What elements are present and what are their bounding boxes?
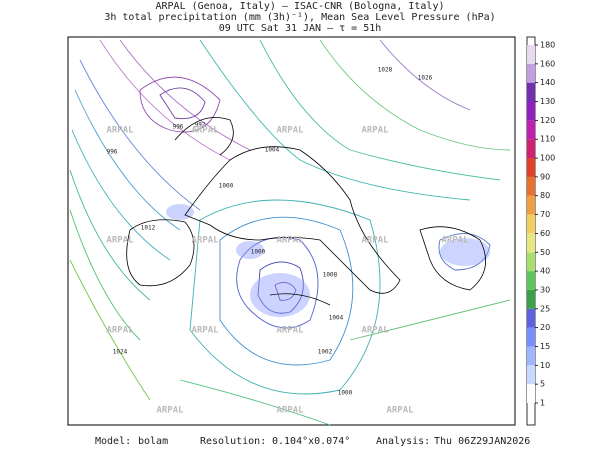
colorbar-swatch <box>527 82 535 102</box>
precip-areas <box>166 204 490 317</box>
colorbar-label: 10 <box>540 361 550 370</box>
isobar-label: 996 <box>173 124 184 131</box>
colorbar-label: 50 <box>540 248 550 257</box>
colorbar-swatch <box>527 346 535 366</box>
watermark: ARPAL <box>276 326 304 336</box>
footer-value: Thu 06Z29JAN2026 <box>434 436 530 447</box>
colorbar-label: 130 <box>540 97 555 106</box>
colorbar-swatch <box>527 308 535 328</box>
isobar-label: 1000 <box>219 183 234 190</box>
watermark: ARPAL <box>106 326 134 336</box>
watermark: ARPAL <box>191 326 219 336</box>
header-line: 3h total precipitation (mm (3h)⁻¹), Mean… <box>104 12 495 23</box>
watermarks: ARPAL ARPAL ARPAL ARPAL ARPAL ARPAL ARPAL ARPAL… <box>106 126 469 416</box>
colorbar-swatch <box>527 101 535 121</box>
coastlines <box>126 117 487 306</box>
colorbar-label: 160 <box>540 59 555 68</box>
colorbar: 1510152025304050607080901001101201301401… <box>526 36 555 426</box>
colorbar-label: 60 <box>540 229 550 238</box>
isobar-label: 1026 <box>418 75 433 82</box>
footer-label: Analysis: <box>376 436 430 447</box>
colorbar-label: 20 <box>540 323 550 332</box>
colorbar-label: 5 <box>540 380 545 389</box>
isobar-label: 1012 <box>141 225 156 232</box>
colorbar-label: 25 <box>540 304 550 313</box>
colorbar-label: 120 <box>540 116 555 125</box>
colorbar-swatch <box>527 195 535 215</box>
colorbar-swatch <box>527 233 535 253</box>
colorbar-label: 110 <box>540 135 555 144</box>
map-frame <box>67 36 516 426</box>
footer: Model: bolam Resolution: 0.104°x0.074° A… <box>95 436 530 447</box>
colorbar-swatch <box>527 45 535 64</box>
colorbar-label: 30 <box>540 285 550 294</box>
isobar-labels: 1028 1026 996 992 996 1004 1000 1000 1012 1008 100… <box>107 67 433 397</box>
colorbar-swatch <box>527 63 535 83</box>
watermark: ARPAL <box>106 126 134 136</box>
watermark: ARPAL <box>361 236 389 246</box>
isobar-label: 1000 <box>251 249 266 256</box>
colorbar-swatch <box>527 176 535 196</box>
colorbar-label: 90 <box>540 172 550 181</box>
watermark: ARPAL <box>276 126 304 136</box>
colorbar-swatch <box>527 384 535 403</box>
colorbar-label: 70 <box>540 210 550 219</box>
watermark: ARPAL <box>276 236 304 246</box>
watermark: ARPAL <box>386 406 414 416</box>
colorbar-swatch <box>527 214 535 234</box>
colorbar-swatch <box>527 271 535 290</box>
colorbar-label: 100 <box>540 154 555 163</box>
colorbar-label: 180 <box>540 41 555 50</box>
colorbar-swatch <box>527 139 535 159</box>
colorbar-swatch <box>527 158 535 177</box>
colorbar-label: 1 <box>540 399 545 408</box>
header-line: 09 UTC Sat 31 JAN — τ = 51h <box>219 23 382 34</box>
footer-value: bolam <box>138 436 168 447</box>
header-line: ARPAL (Genoa, Italy) — ISAC-CNR (Bologna… <box>156 1 445 12</box>
colorbar-swatch <box>527 120 535 140</box>
watermark: ARPAL <box>106 236 134 246</box>
watermark: ARPAL <box>441 236 469 246</box>
watermark: ARPAL <box>156 406 184 416</box>
colorbar-label: 80 <box>540 191 550 200</box>
colorbar-swatch <box>527 289 535 309</box>
isobar-label: 1028 <box>378 67 393 74</box>
isobar-label: 992 <box>195 122 206 129</box>
colorbar-swatch <box>527 327 535 347</box>
footer-value: 0.104°x0.074° <box>272 436 350 447</box>
map <box>67 36 516 426</box>
colorbar-label: 15 <box>540 342 550 351</box>
isobar-label: 1008 <box>323 272 338 279</box>
isobar-label: 1000 <box>338 390 353 397</box>
watermark: ARPAL <box>191 236 219 246</box>
colorbar-swatch <box>527 252 535 272</box>
footer-label: Resolution: <box>200 436 266 447</box>
isobar-label: 996 <box>107 149 118 156</box>
colorbar-label: 40 <box>540 267 550 276</box>
watermark: ARPAL <box>191 126 219 136</box>
colorbar-swatch <box>527 365 535 385</box>
watermark: ARPAL <box>361 126 389 136</box>
isobar-label: 1004 <box>329 315 344 322</box>
watermark: ARPAL <box>276 406 304 416</box>
colorbar-label: 140 <box>540 78 555 87</box>
footer-label: Model: <box>95 436 131 447</box>
isobar-label: 1024 <box>113 349 128 356</box>
isobar-label: 1004 <box>265 147 280 154</box>
isobar-label: 1002 <box>318 349 333 356</box>
watermark: ARPAL <box>361 326 389 336</box>
